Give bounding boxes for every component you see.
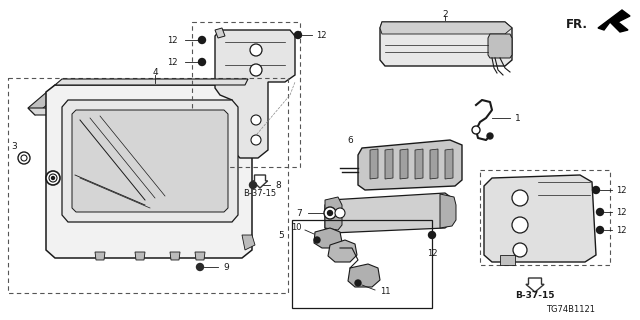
Polygon shape — [526, 278, 544, 292]
Polygon shape — [72, 110, 228, 212]
Circle shape — [335, 208, 345, 218]
Circle shape — [512, 190, 528, 206]
Polygon shape — [55, 79, 248, 85]
Polygon shape — [62, 100, 238, 222]
Polygon shape — [95, 252, 105, 260]
Circle shape — [198, 59, 205, 66]
Polygon shape — [195, 252, 205, 260]
Polygon shape — [440, 194, 456, 228]
Circle shape — [593, 187, 600, 194]
Circle shape — [294, 31, 301, 38]
Polygon shape — [242, 235, 255, 250]
Circle shape — [250, 64, 262, 76]
Text: 11: 11 — [380, 287, 390, 297]
Text: 3: 3 — [11, 141, 17, 150]
Polygon shape — [135, 252, 145, 260]
Circle shape — [314, 237, 320, 243]
Polygon shape — [28, 85, 62, 115]
Circle shape — [49, 174, 57, 182]
Text: 10: 10 — [291, 222, 302, 231]
Polygon shape — [170, 252, 180, 260]
Text: 9: 9 — [223, 262, 228, 271]
Text: 12: 12 — [616, 186, 627, 195]
Text: 12: 12 — [616, 207, 627, 217]
Circle shape — [596, 209, 604, 215]
Polygon shape — [215, 30, 295, 158]
Polygon shape — [380, 22, 512, 34]
Circle shape — [513, 243, 527, 257]
Polygon shape — [415, 149, 423, 179]
Bar — [292, 220, 432, 308]
Text: 12: 12 — [427, 249, 437, 258]
Text: 6: 6 — [347, 135, 353, 145]
Circle shape — [250, 181, 257, 188]
Bar — [8, 78, 288, 293]
Circle shape — [487, 133, 493, 139]
Text: 2: 2 — [442, 10, 448, 19]
Circle shape — [472, 126, 480, 134]
Polygon shape — [385, 149, 393, 179]
Circle shape — [512, 217, 528, 233]
Polygon shape — [488, 34, 512, 58]
Text: 1: 1 — [515, 114, 521, 123]
Circle shape — [250, 44, 262, 56]
Polygon shape — [598, 10, 630, 32]
Polygon shape — [314, 228, 342, 248]
Polygon shape — [484, 175, 596, 262]
Polygon shape — [325, 197, 342, 230]
Circle shape — [51, 177, 54, 180]
Text: 5: 5 — [278, 230, 284, 239]
Bar — [192, 22, 300, 167]
Circle shape — [198, 36, 205, 44]
Text: B-37-15: B-37-15 — [515, 292, 555, 300]
Polygon shape — [328, 240, 357, 262]
Circle shape — [18, 152, 30, 164]
Circle shape — [355, 280, 361, 286]
Text: 7: 7 — [296, 209, 302, 218]
Polygon shape — [445, 149, 453, 179]
Circle shape — [196, 263, 204, 270]
Circle shape — [596, 227, 604, 234]
Polygon shape — [28, 108, 220, 115]
Circle shape — [46, 171, 60, 185]
Polygon shape — [500, 255, 515, 265]
Polygon shape — [325, 193, 452, 233]
Polygon shape — [46, 85, 252, 258]
Circle shape — [21, 155, 27, 161]
Text: 4: 4 — [152, 68, 158, 76]
Circle shape — [251, 115, 261, 125]
Bar — [480, 170, 610, 265]
Polygon shape — [252, 175, 268, 188]
Polygon shape — [370, 149, 378, 179]
Circle shape — [328, 211, 333, 215]
Polygon shape — [400, 149, 408, 179]
Polygon shape — [215, 28, 225, 38]
Circle shape — [251, 135, 261, 145]
Text: 12: 12 — [168, 36, 178, 44]
Circle shape — [429, 231, 435, 238]
Polygon shape — [430, 149, 438, 179]
Text: 12: 12 — [316, 30, 326, 39]
Circle shape — [324, 207, 336, 219]
Text: 12: 12 — [168, 58, 178, 67]
Text: FR.: FR. — [566, 18, 588, 30]
Polygon shape — [358, 140, 462, 190]
Text: B-37-15: B-37-15 — [243, 188, 276, 197]
Text: 8: 8 — [275, 180, 281, 189]
Text: 12: 12 — [616, 226, 627, 235]
Polygon shape — [380, 22, 512, 66]
Text: TG74B1121: TG74B1121 — [546, 306, 595, 315]
Polygon shape — [348, 264, 380, 287]
